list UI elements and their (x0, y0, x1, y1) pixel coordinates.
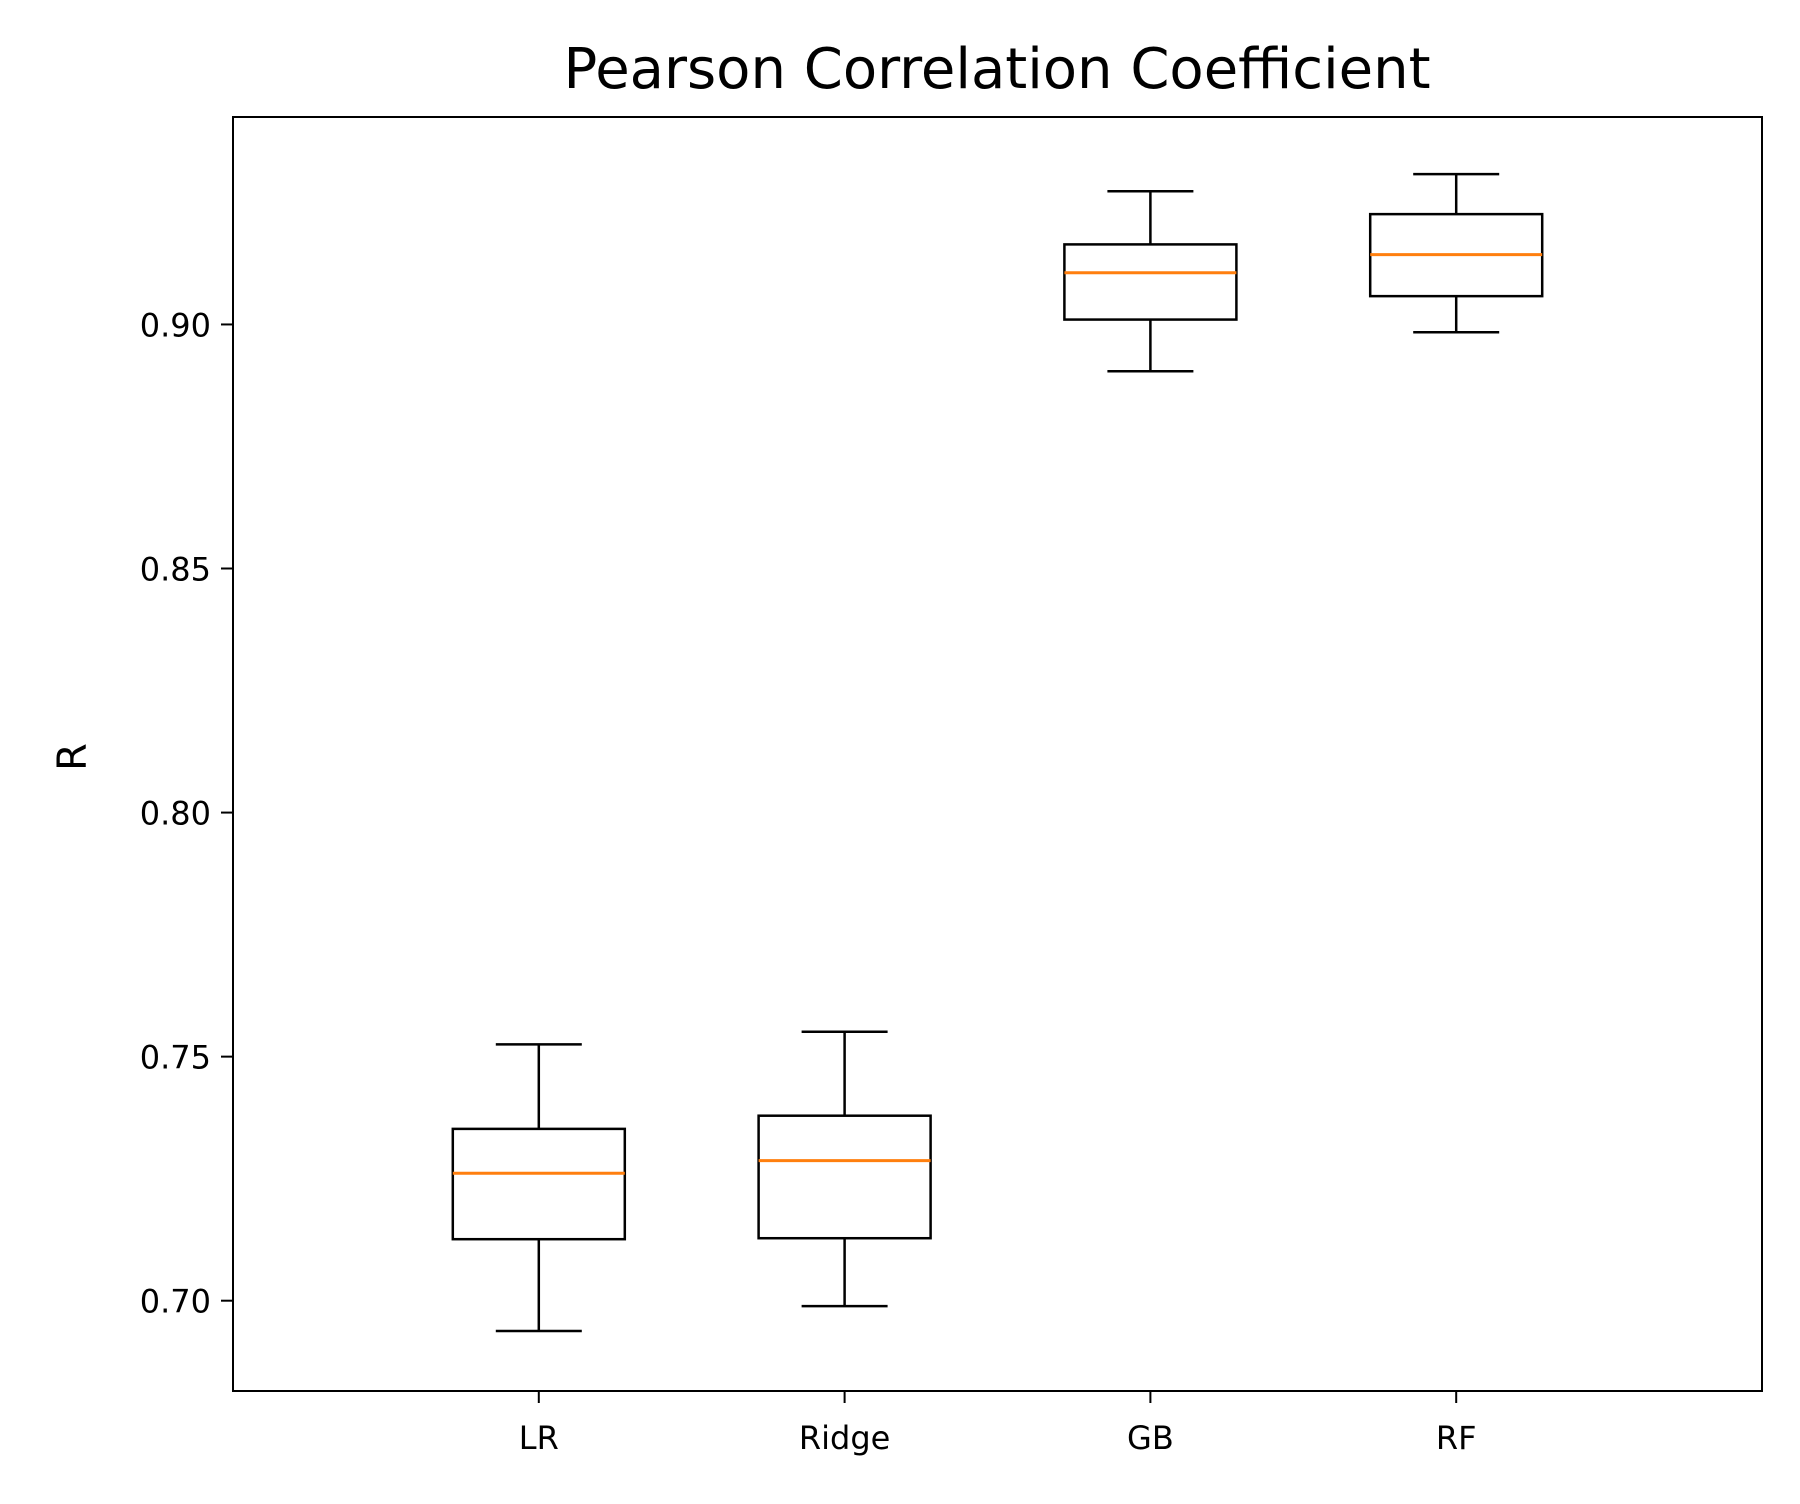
plot-marks: 0.70 0.75 0.80 0.85 0.90 LR Ridge GB RF (140, 172, 1544, 1457)
y-tick-label: 0.70 (140, 1283, 211, 1321)
y-tick-label: 0.90 (140, 306, 211, 344)
y-tick-label: 0.85 (140, 551, 211, 589)
y-tick-label: 0.80 (140, 795, 211, 833)
x-tick-label: GB (1127, 1419, 1174, 1457)
box-gb (1063, 243, 1238, 321)
x-tick-label: LR (519, 1419, 559, 1457)
plot-area-frame (232, 116, 1763, 1392)
box-ridge (757, 1114, 932, 1240)
x-tick-label: RF (1436, 1419, 1477, 1457)
x-tick-label: Ridge (799, 1419, 890, 1457)
y-tick-label: 0.75 (140, 1039, 211, 1077)
y-axis-label: R (50, 743, 96, 771)
chart-title: Pearson Correlation Coefficient (563, 37, 1430, 102)
box-lr (451, 1127, 627, 1241)
